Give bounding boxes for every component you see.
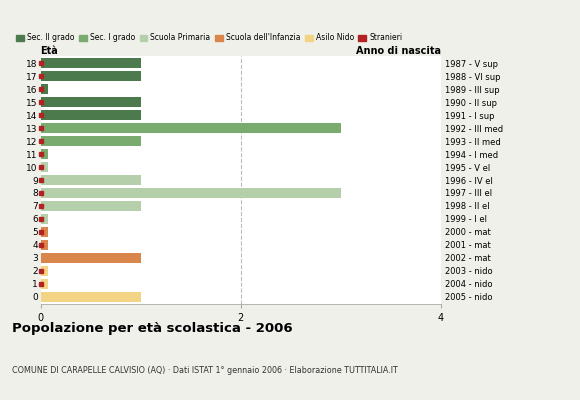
Legend: Sec. II grado, Sec. I grado, Scuola Primaria, Scuola dell'Infanzia, Asilo Nido, : Sec. II grado, Sec. I grado, Scuola Prim… xyxy=(16,33,403,42)
Bar xyxy=(41,162,48,172)
Bar xyxy=(41,149,48,159)
Bar xyxy=(41,266,48,276)
Bar xyxy=(41,201,140,211)
Bar xyxy=(41,292,140,302)
Bar xyxy=(41,58,140,68)
Bar xyxy=(41,188,341,198)
Bar xyxy=(41,214,48,224)
Bar xyxy=(41,253,140,263)
Bar xyxy=(41,279,48,289)
Bar xyxy=(41,71,140,81)
Text: Popolazione per età scolastica - 2006: Popolazione per età scolastica - 2006 xyxy=(12,322,292,335)
Text: Anno di nascita: Anno di nascita xyxy=(356,46,441,56)
Text: COMUNE DI CARAPELLE CALVISIO (AQ) · Dati ISTAT 1° gennaio 2006 · Elaborazione TU: COMUNE DI CARAPELLE CALVISIO (AQ) · Dati… xyxy=(12,366,397,375)
Bar xyxy=(41,97,140,107)
Bar xyxy=(41,123,341,133)
Bar xyxy=(41,84,48,94)
Bar xyxy=(41,227,48,237)
Bar xyxy=(41,136,140,146)
Bar xyxy=(41,240,48,250)
Text: Età: Età xyxy=(40,46,58,56)
Bar xyxy=(41,175,140,185)
Bar xyxy=(41,110,140,120)
